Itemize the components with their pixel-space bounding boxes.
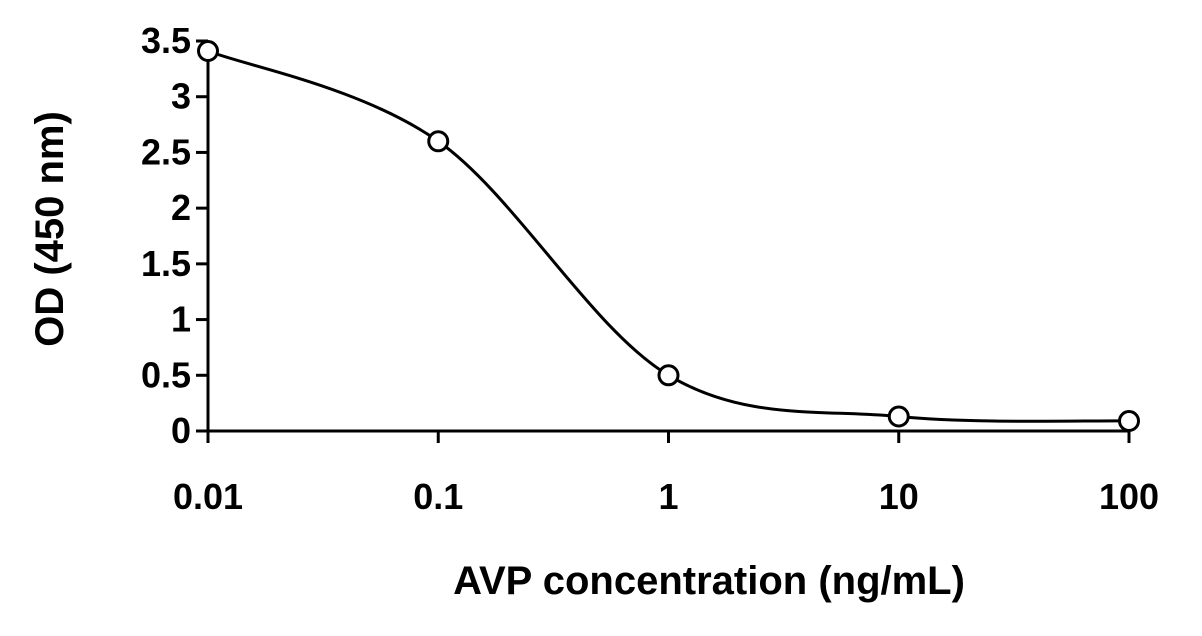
data-point xyxy=(427,130,450,153)
y-tick-label: 2 xyxy=(171,187,191,228)
x-axis-title: AVP concentration (ng/mL) xyxy=(453,559,965,603)
x-tick-label: 100 xyxy=(1099,476,1159,517)
data-point xyxy=(657,364,680,387)
data-point xyxy=(197,40,219,63)
data-point xyxy=(887,405,910,428)
y-tick-label: 0 xyxy=(171,410,191,451)
y-tick-label: 2.5 xyxy=(141,131,191,172)
y-axis: 0 0.5 1 1.5 2 2.5 3 3.5 xyxy=(141,20,210,451)
y-tick-label: 1.5 xyxy=(141,243,191,284)
x-tick-label: 0.01 xyxy=(173,476,243,517)
y-tick-label: 0.5 xyxy=(141,354,191,395)
data-point xyxy=(1118,409,1140,432)
x-axis: 0.01 0.1 1 10 100 xyxy=(173,429,1159,517)
y-tick-label: 3 xyxy=(171,76,191,117)
x-tick-label: 1 xyxy=(658,476,678,517)
y-axis-title: OD (450 nm) xyxy=(28,111,72,347)
x-tick-label: 10 xyxy=(879,476,919,517)
x-tick-label: 0.1 xyxy=(413,476,463,517)
y-tick-label: 3.5 xyxy=(141,20,191,61)
plot-area xyxy=(197,40,1140,432)
y-tick-label: 1 xyxy=(171,299,191,340)
